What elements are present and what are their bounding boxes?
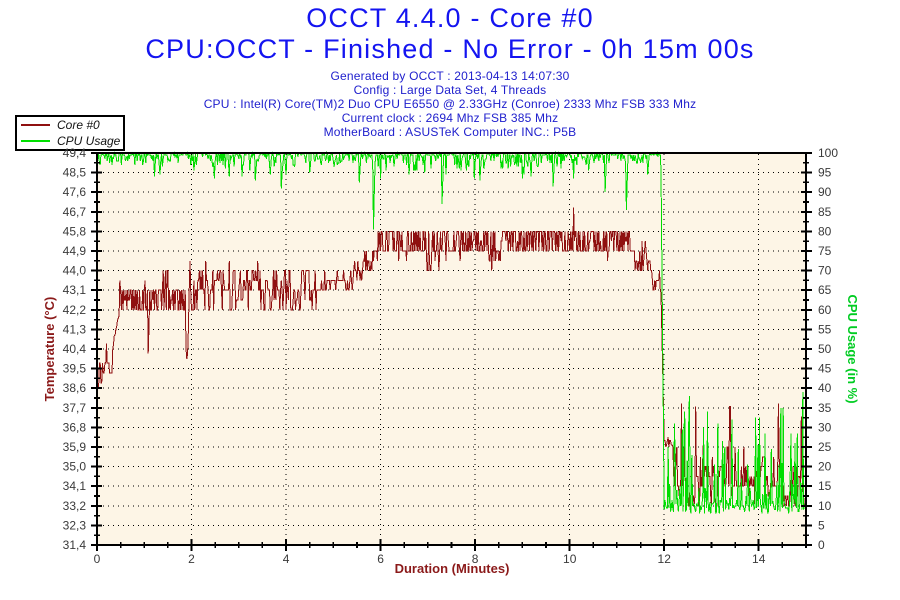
svg-text:34,1: 34,1 — [63, 479, 87, 493]
svg-text:43,1: 43,1 — [63, 283, 87, 297]
svg-text:85: 85 — [818, 205, 832, 219]
svg-text:42,2: 42,2 — [63, 303, 87, 317]
svg-text:40,4: 40,4 — [63, 342, 87, 356]
svg-text:5: 5 — [818, 518, 825, 532]
svg-text:30: 30 — [818, 420, 832, 434]
svg-text:Temperature (°C): Temperature (°C) — [42, 297, 57, 402]
svg-text:70: 70 — [818, 264, 832, 278]
svg-text:0: 0 — [818, 538, 825, 552]
svg-text:35,9: 35,9 — [63, 440, 87, 454]
svg-text:4: 4 — [283, 552, 290, 566]
svg-text:37,7: 37,7 — [63, 401, 87, 415]
svg-text:90: 90 — [818, 185, 832, 199]
svg-text:40: 40 — [818, 381, 832, 395]
svg-text:50: 50 — [818, 342, 832, 356]
svg-text:Duration (Minutes): Duration (Minutes) — [395, 561, 510, 576]
svg-text:80: 80 — [818, 224, 832, 238]
svg-text:49,4: 49,4 — [63, 146, 87, 160]
svg-text:44,0: 44,0 — [63, 264, 87, 278]
svg-text:55: 55 — [818, 322, 832, 336]
svg-text:20: 20 — [818, 460, 832, 474]
svg-text:10: 10 — [563, 552, 577, 566]
svg-text:CPU Usage (in %): CPU Usage (in %) — [845, 294, 860, 403]
svg-text:100: 100 — [818, 146, 838, 160]
svg-text:48,5: 48,5 — [63, 166, 87, 180]
svg-text:38,6: 38,6 — [63, 381, 87, 395]
svg-text:95: 95 — [818, 166, 832, 180]
svg-text:15: 15 — [818, 479, 832, 493]
svg-text:46,7: 46,7 — [63, 205, 87, 219]
svg-text:45,8: 45,8 — [63, 224, 87, 238]
svg-text:32,3: 32,3 — [63, 518, 87, 532]
svg-text:31,4: 31,4 — [63, 538, 87, 552]
svg-text:47,6: 47,6 — [63, 185, 87, 199]
svg-text:14: 14 — [752, 552, 766, 566]
svg-text:25: 25 — [818, 440, 832, 454]
svg-text:33,2: 33,2 — [63, 499, 87, 513]
svg-text:6: 6 — [377, 552, 384, 566]
svg-text:0: 0 — [94, 552, 101, 566]
svg-text:35: 35 — [818, 401, 832, 415]
svg-text:45: 45 — [818, 362, 832, 376]
svg-text:8: 8 — [472, 552, 479, 566]
svg-text:36,8: 36,8 — [63, 420, 87, 434]
svg-text:12: 12 — [658, 552, 672, 566]
svg-text:65: 65 — [818, 283, 832, 297]
svg-text:35,0: 35,0 — [63, 460, 87, 474]
svg-text:39,5: 39,5 — [63, 362, 87, 376]
svg-text:2: 2 — [188, 552, 195, 566]
svg-text:44,9: 44,9 — [63, 244, 87, 258]
svg-text:75: 75 — [818, 244, 832, 258]
svg-text:41,3: 41,3 — [63, 322, 87, 336]
svg-text:60: 60 — [818, 303, 832, 317]
svg-text:10: 10 — [818, 499, 832, 513]
